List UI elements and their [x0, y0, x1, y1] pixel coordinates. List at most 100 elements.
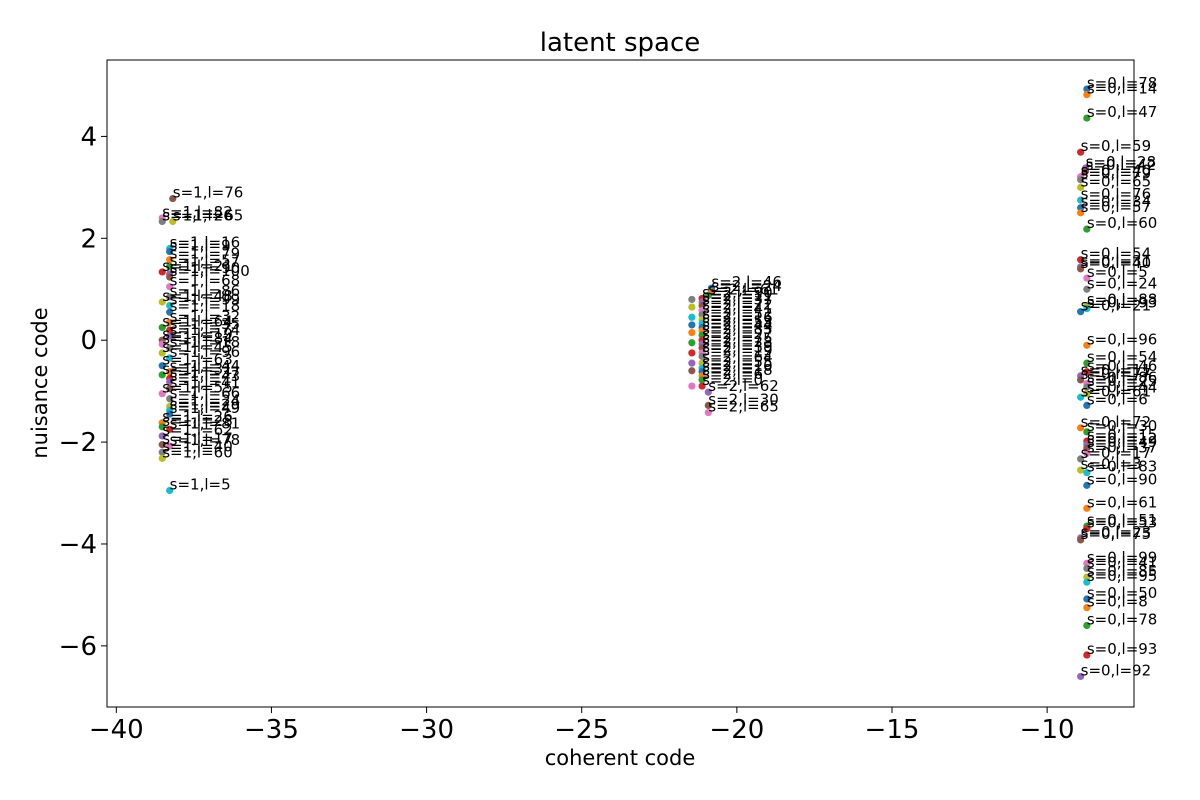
point-label: s=0,l=28	[1086, 153, 1157, 171]
point-label: s=0,l=25	[1087, 372, 1158, 390]
x-axis-label: coherent code	[545, 746, 696, 770]
point-label: s=0,l=51	[1087, 511, 1158, 529]
y-axis-ticks: −6 −4 −2 0 2 4	[59, 122, 107, 662]
point-label: s=0,l=78	[1087, 74, 1158, 92]
scatter-point	[158, 349, 166, 357]
scatter-point	[1077, 265, 1085, 273]
scatter-point	[166, 486, 174, 495]
point-label: s=0,l=37	[1087, 438, 1158, 456]
point-label: s=0,l=44	[1087, 379, 1158, 397]
scatter-point	[166, 378, 174, 386]
scatter-point	[166, 442, 174, 450]
x-tick-label: −15	[865, 715, 920, 745]
point-label: s=0,l=53	[1087, 514, 1158, 532]
scatter-point	[1077, 536, 1085, 544]
point-label: s=1,l=78	[170, 431, 241, 449]
scatter-point	[166, 318, 174, 326]
scatter-point	[166, 247, 174, 256]
point-label: s=1,l=18	[170, 297, 241, 315]
scatter-point	[688, 328, 696, 337]
point-label: s=1,l=18	[170, 333, 241, 351]
scatter-point	[1083, 114, 1091, 122]
point-label: s=0,l=93	[1087, 294, 1158, 312]
scatter-point	[1083, 383, 1091, 391]
point-label: s=0,l=60	[1087, 214, 1158, 232]
point-label: s=1,l=19	[162, 325, 233, 343]
y-tick-label: 0	[80, 326, 97, 356]
scatter-point	[166, 273, 174, 281]
point-labels-layer: s=0,l=78s=0,l=14s=0,l=47s=0,l=59s=0,l=28…	[162, 74, 1157, 679]
point-label: s=1,l=86	[170, 282, 241, 300]
scatter-point	[1077, 148, 1085, 156]
scatter-point	[1083, 449, 1091, 457]
point-label: s=1,l=35	[170, 315, 241, 333]
scatter-point	[166, 262, 174, 270]
point-label: s=2,l=62	[708, 377, 779, 395]
point-label: s=0,l=41	[1087, 553, 1158, 571]
scatter-point	[166, 326, 174, 334]
point-label: s=2,l=6	[702, 365, 763, 383]
point-label: s=1,l=66	[170, 384, 241, 402]
point-label: s=1,l=9	[170, 237, 231, 255]
scatter-point	[704, 291, 712, 299]
point-label: s=2,l=72	[702, 296, 773, 314]
scatter-point	[698, 344, 706, 352]
scatter-point	[1083, 305, 1091, 313]
point-label: s=2,l=19	[702, 341, 773, 359]
scatter-point	[1083, 578, 1091, 586]
point-label: s=0,l=90	[1087, 470, 1158, 488]
scatter-point	[158, 448, 166, 456]
scatter-point	[1083, 444, 1091, 452]
point-label: s=1,l=62	[162, 421, 233, 439]
scatter-point	[169, 217, 177, 226]
point-label: s=2,l=37	[702, 291, 773, 309]
point-label: s=2,l=46	[711, 273, 782, 291]
scatter-point	[1083, 428, 1091, 436]
points-layer	[158, 85, 1091, 681]
point-label: s=1,l=76	[173, 184, 244, 202]
scatter-point	[166, 256, 174, 264]
point-label: s=2,l=10	[702, 357, 773, 375]
scatter-point	[1081, 167, 1090, 175]
point-label: s=0,l=5	[1087, 263, 1148, 281]
point-label: s=1,l=16	[170, 233, 241, 251]
scatter-point	[704, 401, 712, 410]
scatter-point	[698, 376, 706, 384]
scatter-point	[1083, 274, 1091, 282]
point-label: s=0,l=42	[1086, 156, 1157, 174]
point-label: s=1,l=45	[162, 338, 233, 356]
point-label: s=1,l=57	[170, 251, 241, 269]
point-label: s=0,l=54	[1087, 348, 1158, 366]
point-label: s=1,l=40	[162, 437, 233, 455]
point-label: s=1,l=79	[170, 245, 241, 263]
point-label: s=1,l=68	[170, 272, 241, 290]
point-label: s=2,l=55	[702, 353, 773, 371]
scatter-point	[1083, 91, 1091, 99]
point-label: s=1,l=99	[170, 291, 241, 309]
y-tick-label: −6	[59, 632, 97, 662]
point-label: s=0,l=57	[1081, 198, 1152, 216]
point-label: s=1,l=17	[162, 430, 233, 448]
scatter-point	[1083, 359, 1091, 367]
point-label: s=2,l=28	[702, 333, 773, 351]
point-label: s=2,l=44	[702, 316, 773, 334]
scatter-point	[1077, 308, 1085, 316]
point-label: s=0,l=95	[1087, 567, 1158, 585]
point-label: s=1,l=5	[170, 475, 231, 493]
point-label: s=1,l=37	[170, 363, 241, 381]
scatter-point	[688, 313, 696, 321]
point-label: s=1,l=26	[162, 408, 233, 426]
point-label: s=1,l=64	[162, 312, 233, 330]
point-label: s=0,l=47	[1087, 103, 1158, 121]
scatter-point	[698, 352, 706, 361]
scatter-point	[1083, 469, 1091, 477]
chart-title: latent space	[540, 28, 701, 58]
point-label: s=0,l=6	[1087, 390, 1148, 408]
point-label: s=2,l=39	[702, 338, 773, 356]
scatter-point	[1083, 564, 1091, 573]
scatter-point	[698, 311, 706, 319]
scatter-point	[158, 217, 166, 226]
point-label: s=1,l=44	[170, 357, 241, 375]
scatter-point	[688, 339, 696, 347]
